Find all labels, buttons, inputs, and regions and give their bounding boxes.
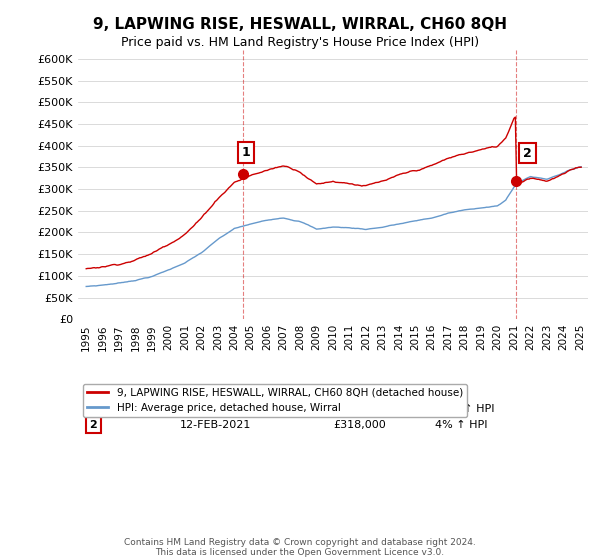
Text: £335,000: £335,000	[333, 404, 386, 414]
Text: 4% ↑ HPI: 4% ↑ HPI	[435, 420, 487, 430]
Text: 1: 1	[242, 146, 251, 159]
Text: 12-FEB-2021: 12-FEB-2021	[180, 420, 251, 430]
Text: 67% ↑ HPI: 67% ↑ HPI	[435, 404, 494, 414]
Text: 2: 2	[89, 420, 97, 430]
Text: 09-JUL-2004: 09-JUL-2004	[180, 404, 248, 414]
Text: 2: 2	[523, 147, 532, 160]
Text: Price paid vs. HM Land Registry's House Price Index (HPI): Price paid vs. HM Land Registry's House …	[121, 36, 479, 49]
Text: 9, LAPWING RISE, HESWALL, WIRRAL, CH60 8QH: 9, LAPWING RISE, HESWALL, WIRRAL, CH60 8…	[93, 17, 507, 32]
Legend: 9, LAPWING RISE, HESWALL, WIRRAL, CH60 8QH (detached house), HPI: Average price,: 9, LAPWING RISE, HESWALL, WIRRAL, CH60 8…	[83, 384, 467, 417]
Text: Contains HM Land Registry data © Crown copyright and database right 2024.
This d: Contains HM Land Registry data © Crown c…	[124, 538, 476, 557]
Text: £318,000: £318,000	[333, 420, 386, 430]
Text: 1: 1	[89, 404, 97, 414]
